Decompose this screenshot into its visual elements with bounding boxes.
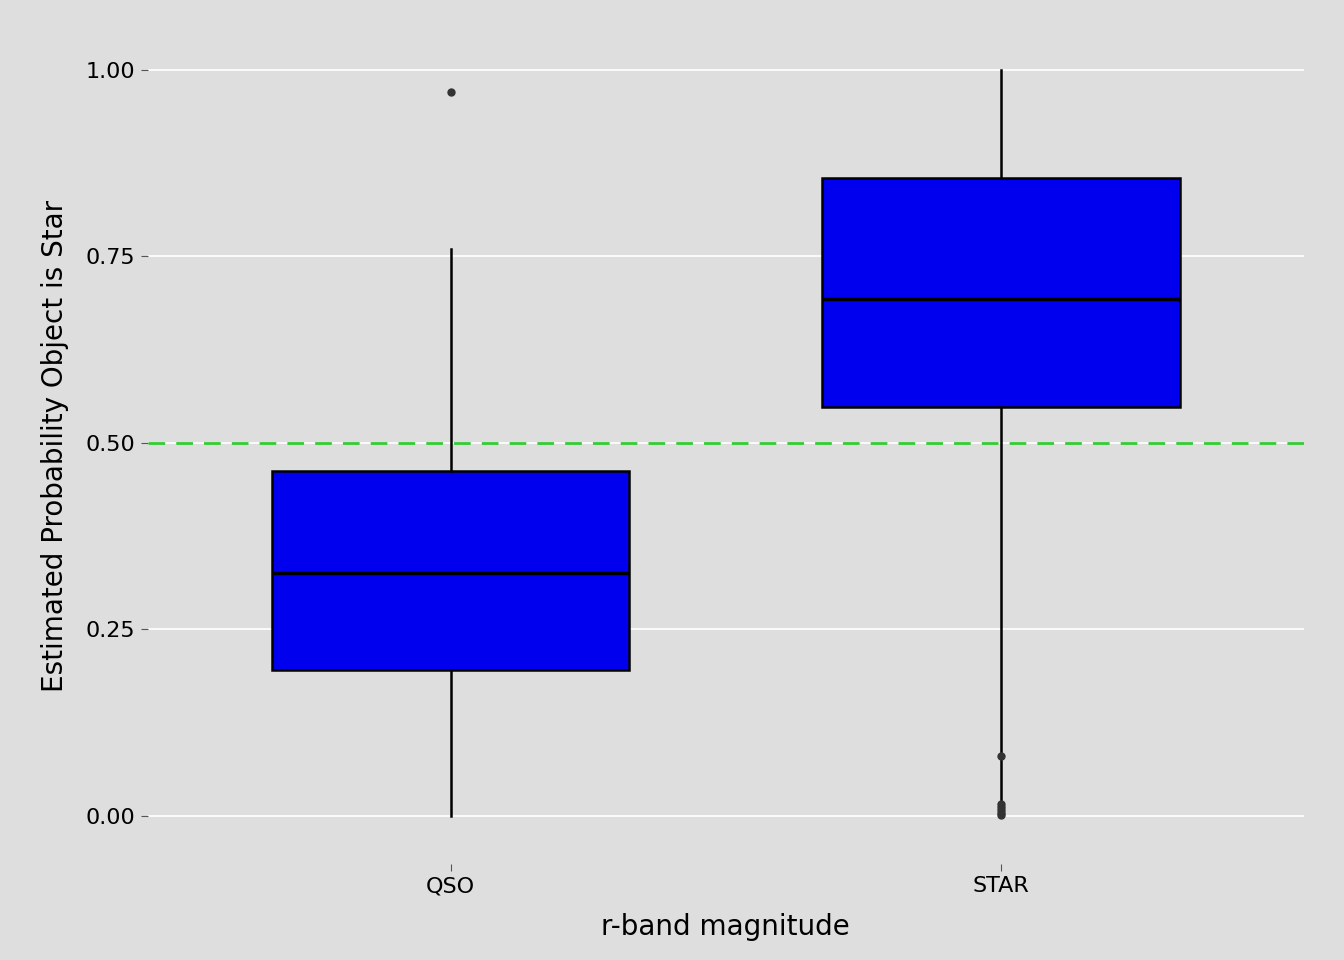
Y-axis label: Estimated Probability Object is Star: Estimated Probability Object is Star bbox=[40, 201, 69, 692]
PathPatch shape bbox=[823, 178, 1180, 407]
X-axis label: r-band magnitude: r-band magnitude bbox=[601, 913, 851, 941]
PathPatch shape bbox=[271, 471, 629, 670]
